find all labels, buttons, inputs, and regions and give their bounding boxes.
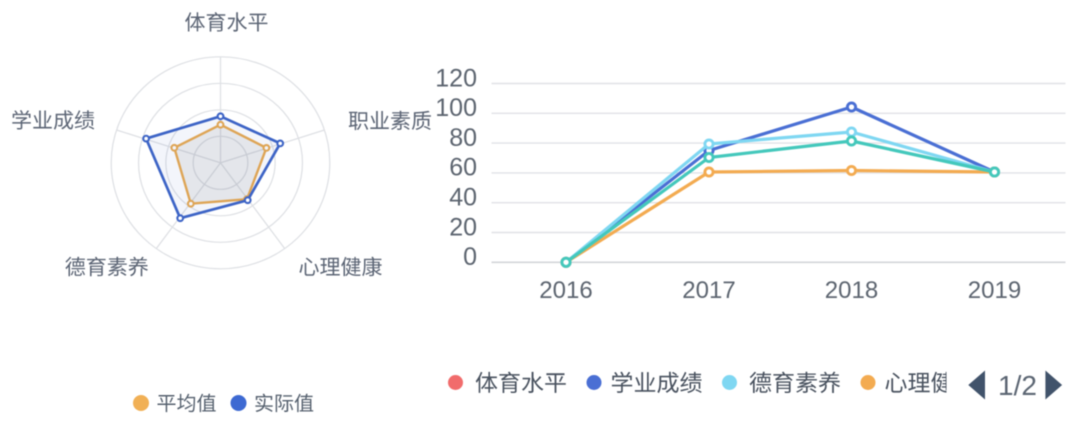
- svg-text:2017: 2017: [682, 277, 735, 304]
- svg-text:120: 120: [435, 64, 477, 92]
- svg-text:80: 80: [449, 124, 477, 152]
- svg-text:2019: 2019: [968, 277, 1021, 304]
- svg-text:100: 100: [435, 94, 477, 122]
- svg-text:2018: 2018: [825, 277, 878, 304]
- svg-text:1/2: 1/2: [998, 370, 1037, 401]
- svg-text:40: 40: [449, 184, 477, 212]
- svg-text:60: 60: [449, 154, 477, 182]
- svg-text:20: 20: [449, 213, 477, 241]
- svg-text:2016: 2016: [539, 277, 592, 304]
- svg-text:0: 0: [463, 243, 477, 271]
